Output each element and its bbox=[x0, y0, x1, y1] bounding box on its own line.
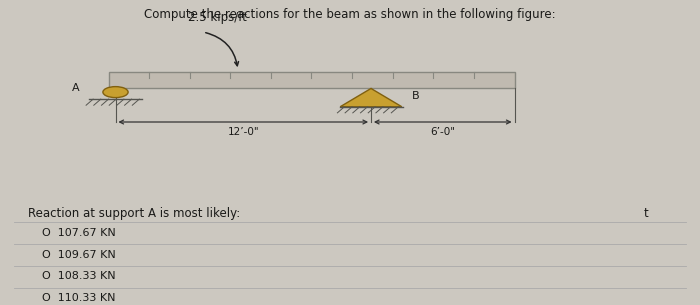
Circle shape bbox=[103, 87, 128, 98]
Text: Compute the reactions for the beam as shown in the following figure:: Compute the reactions for the beam as sh… bbox=[144, 8, 556, 21]
Text: Reaction at support A is most likely:: Reaction at support A is most likely: bbox=[28, 207, 240, 221]
Text: 6’-0": 6’-0" bbox=[430, 127, 455, 137]
Polygon shape bbox=[340, 88, 402, 107]
FancyBboxPatch shape bbox=[108, 72, 514, 88]
Text: O  109.67 KN: O 109.67 KN bbox=[42, 250, 116, 260]
Text: O  107.67 KN: O 107.67 KN bbox=[42, 228, 116, 238]
Text: O  108.33 KN: O 108.33 KN bbox=[42, 271, 116, 281]
Text: 2.5 kips/ft: 2.5 kips/ft bbox=[188, 11, 246, 24]
FancyArrowPatch shape bbox=[206, 33, 239, 66]
Text: O  110.33 KN: O 110.33 KN bbox=[42, 293, 116, 303]
Text: t: t bbox=[644, 207, 649, 221]
Text: 12’-0": 12’-0" bbox=[228, 127, 259, 137]
Text: A: A bbox=[71, 84, 79, 93]
Text: B: B bbox=[412, 91, 420, 101]
